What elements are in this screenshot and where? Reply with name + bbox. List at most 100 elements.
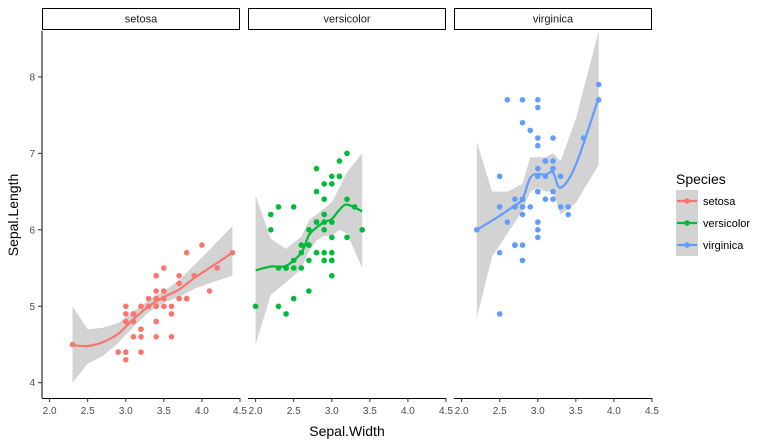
x-tick-label: 2.0 [455,406,469,417]
legend-key-point [684,198,690,204]
legend-item-virginica: virginica [676,234,744,256]
data-point [550,188,556,195]
confidence-band [255,153,363,345]
data-point [496,311,503,317]
x-tick-label: 2.5 [493,406,507,417]
facet-panels: setosa 2.0 2.5 3.0 3.5 4.0 4.5 versicolor 2.0 2.5… [42,8,659,417]
legend-label: virginica [703,240,744,252]
data-point [183,295,190,302]
data-point [138,303,144,310]
x-tick-label: 4.0 [195,406,209,417]
data-point [550,158,556,164]
data-point [161,265,167,271]
data-point [306,257,312,264]
data-point [519,204,526,210]
data-point [313,165,320,172]
data-point [268,211,274,218]
x-axis-title: Sepal.Width [309,423,384,439]
data-point [496,204,503,210]
data-point [329,272,335,279]
data-point [512,242,518,248]
data-point [153,272,159,279]
data-point [275,303,282,310]
data-point [138,349,144,355]
data-point [313,219,320,225]
x-tick-label: 4.5 [645,406,659,417]
data-point [519,97,526,103]
data-point [321,249,328,256]
legend-label: versicolor [703,218,750,230]
legend-key-point [684,242,690,248]
y-axis-title: Sepal.Length [5,174,21,257]
legend-item-versicolor: versicolor [676,212,750,234]
data-point [123,357,129,363]
data-point [268,227,274,233]
data-point [344,150,350,157]
data-point [535,219,541,225]
facet-strip-label: setosa [125,14,158,26]
data-point [535,135,541,141]
legend-item-setosa: setosa [676,190,736,212]
legend: Species setosa versicolor virginica [676,171,750,256]
data-point [329,249,335,256]
facet-strip [248,8,446,30]
smooth-line [476,97,600,231]
data-point [512,196,518,202]
data-point [557,173,564,180]
data-point [550,196,556,202]
data-point [206,288,213,294]
x-tick-label: 4.5 [233,406,247,417]
data-point [519,257,526,264]
facet-panel-versicolor: versicolor 2.0 2.5 3.0 3.5 4.0 4.5 [248,8,453,417]
data-point [138,326,144,333]
data-point [183,249,190,256]
data-point [306,288,312,294]
facet-strip [454,8,652,30]
data-point [115,349,121,355]
data-point [344,196,350,202]
data-point [153,334,159,340]
data-point [542,158,549,164]
data-point [153,318,159,325]
legend-label: setosa [703,196,736,208]
smooth-line [255,203,363,272]
legend-title: Species [676,171,726,187]
data-point [321,211,328,218]
data-point [176,295,182,302]
data-point [496,173,503,180]
facet-strip-label: versicolor [323,14,370,26]
data-point [168,311,175,317]
x-tick-label: 3.0 [325,406,339,417]
data-point [290,295,297,302]
facet-strip-label: virginica [533,14,574,26]
data-point [565,204,571,210]
data-point [123,318,129,325]
data-point [275,204,282,210]
data-point [168,303,175,310]
data-point [519,242,526,248]
data-point [123,349,129,355]
data-point [298,265,305,271]
data-point [527,204,533,210]
y-tick-label: 4 [29,378,35,389]
data-point [565,211,571,218]
data-point [504,97,511,103]
data-point [535,104,541,111]
data-point [161,303,167,310]
smooth-line [72,251,234,348]
data-point [550,165,556,172]
x-tick-label: 4.0 [401,406,415,417]
y-tick-label: 8 [29,72,35,83]
x-tick-label: 3.0 [119,406,133,417]
data-point [290,265,297,271]
x-tick-label: 3.5 [157,406,171,417]
data-point [550,135,556,141]
data-point [535,142,541,149]
data-point [496,249,503,256]
data-point [252,303,259,310]
data-point [306,242,312,248]
x-tick-label: 2.0 [249,406,263,417]
data-point [123,303,129,310]
x-tick-label: 2.5 [81,406,95,417]
